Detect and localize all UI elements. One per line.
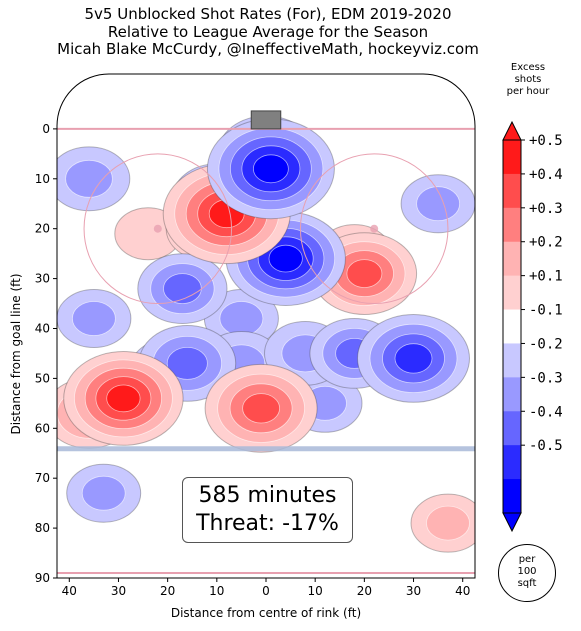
heat-region [57, 289, 132, 348]
x-axis-label: Distance from centre of rink (ft) [171, 606, 361, 620]
colorbar-label: +0.1 [529, 269, 563, 285]
x-tick-label: 20 [160, 584, 175, 598]
heat-region [63, 351, 184, 446]
colorbar-band [503, 207, 521, 243]
heat-contour [242, 393, 281, 424]
heat-contour [81, 475, 126, 511]
colorbar-label: +0.4 [529, 167, 563, 183]
colorbar-band [503, 309, 521, 344]
per100-line: per [518, 554, 536, 565]
colorbar-top-arrow [502, 120, 522, 141]
x-tick-label: 30 [111, 584, 126, 598]
heat-contour [219, 301, 264, 336]
heat-contour [268, 244, 303, 273]
heat-region [206, 118, 335, 220]
y-tick-label: 60 [35, 421, 50, 435]
heat-region [57, 146, 131, 212]
colorbar-title-line: shots [514, 74, 542, 85]
heat-region [410, 493, 475, 553]
colorbar-label: -0.2 [529, 336, 563, 352]
heat-contour [346, 259, 383, 289]
y-tick-label: 0 [42, 122, 50, 136]
x-tick-label: 10 [308, 584, 323, 598]
x-tick-label: 30 [406, 584, 421, 598]
per-100-sqft-badge: per 100 sqft [498, 544, 556, 602]
blue-line [57, 446, 475, 452]
colorbar-band [503, 411, 521, 446]
y-axis-label: Distance from goal line (ft) [9, 273, 23, 434]
heat-contour [65, 159, 113, 198]
goal-net [250, 110, 282, 130]
heat-contour [166, 346, 208, 380]
per100-line: sqft [517, 578, 537, 589]
colorbar-label: +0.2 [529, 235, 563, 251]
heat-region [357, 314, 470, 403]
colorbar-bottom-arrow [502, 512, 522, 533]
colorbar-label: -0.4 [529, 404, 563, 420]
y-tick-label: 30 [35, 272, 50, 286]
y-tick-label: 10 [35, 172, 50, 186]
colorbar-band [503, 275, 521, 310]
faceoff-circle [299, 153, 449, 305]
colorbar-band [503, 241, 521, 277]
chart-title: 5v5 Unblocked Shot Rates (For), EDM 2019… [0, 5, 536, 59]
threat-label: Threat: -17% [196, 511, 339, 536]
heat-contour [163, 273, 202, 305]
heat-region [400, 174, 475, 234]
colorbar-band [503, 173, 521, 209]
colorbar-band [503, 140, 521, 175]
colorbar-band [503, 377, 521, 412]
y-tick-label: 40 [35, 321, 50, 335]
heat-region [66, 463, 142, 523]
colorbar-label: -0.5 [529, 438, 563, 454]
heatmap-layer [57, 115, 475, 553]
x-tick-label: 20 [357, 584, 372, 598]
summary-box: 585 minutes Threat: -17% [182, 477, 353, 543]
minutes-label: 585 minutes [198, 483, 337, 508]
heat-contour [106, 384, 141, 413]
heat-region [204, 363, 318, 453]
faceoff-circle [83, 153, 233, 305]
y-tick-label: 50 [35, 371, 50, 385]
heat-region [137, 253, 228, 325]
x-tick-label: 40 [455, 584, 470, 598]
colorbar-label: -0.1 [529, 303, 563, 319]
y-tick-label: 80 [35, 521, 50, 535]
x-tick-label: 0 [262, 584, 270, 598]
y-tick-label: 70 [35, 471, 50, 485]
colorbar-title-line: per hour [506, 86, 550, 97]
heat-contour [416, 186, 461, 222]
heat-contour [252, 154, 289, 184]
faceoff-dot [153, 224, 162, 233]
title-line-3: Micah Blake McCurdy, @IneffectiveMath, h… [57, 40, 479, 58]
title-line-2: Relative to League Average for the Seaso… [107, 22, 429, 41]
colorbar: +0.5 +0.4 +0.3 +0.2 +0.1 -0.1 -0.2 -0.3 -0.4 -0.5 [502, 120, 563, 533]
y-tick-label: 90 [35, 571, 50, 585]
rink-markings [57, 110, 475, 575]
colorbar-label: +0.5 [529, 133, 563, 149]
axes: 40 30 20 10 0 10 20 30 40 0 10 20 30 40 50 60 70 80 90 Dist… [9, 122, 470, 620]
colorbar-band [503, 445, 521, 480]
colorbar-band [503, 479, 521, 514]
heat-contour [72, 301, 116, 336]
heat-contour [394, 343, 433, 374]
faceoff-dot [370, 224, 379, 233]
per100-line: 100 [517, 566, 537, 577]
x-tick-label: 40 [62, 584, 77, 598]
colorbar-title: Excess shots per hour [500, 62, 556, 98]
heat-contour [426, 505, 470, 541]
colorbar-frame [502, 139, 522, 514]
colorbar-band [503, 343, 521, 378]
colorbar-title-line: Excess [510, 62, 546, 73]
x-tick-label: 10 [209, 584, 224, 598]
y-tick-label: 20 [35, 222, 50, 236]
colorbar-label: +0.3 [529, 201, 563, 217]
colorbar-label: -0.3 [529, 370, 563, 386]
title-line-1: 5v5 Unblocked Shot Rates (For), EDM 2019… [84, 5, 452, 23]
